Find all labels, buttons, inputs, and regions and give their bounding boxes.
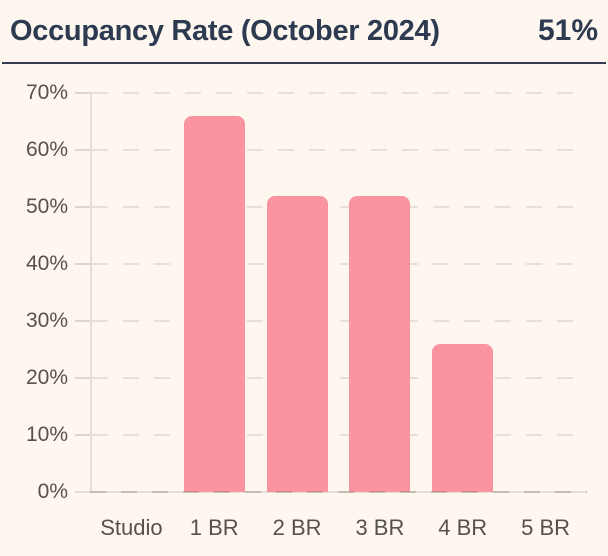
y-axis-label: 0% xyxy=(37,480,68,503)
x-axis-label: Studio xyxy=(100,515,163,540)
bar-4-br xyxy=(432,343,494,492)
headline-value: 51% xyxy=(537,14,598,47)
x-axis-label: 4 BR xyxy=(438,515,488,540)
x-axis-label: 3 BR xyxy=(355,515,405,540)
bar-1-br xyxy=(183,115,245,492)
y-axis-tick xyxy=(75,206,104,208)
x-axis-dashes xyxy=(90,491,587,493)
gridline xyxy=(92,263,587,265)
bar-2-br xyxy=(266,195,328,492)
y-axis-label: 60% xyxy=(25,138,68,161)
x-axis-label: 5 BR xyxy=(521,515,571,540)
x-axis-label: 2 BR xyxy=(272,515,322,540)
gridline xyxy=(92,377,587,379)
gridline xyxy=(92,92,587,94)
page-title: Occupancy Rate (October 2024) xyxy=(10,14,440,47)
y-axis-tick xyxy=(75,377,104,379)
y-axis-tick xyxy=(75,92,104,94)
y-axis-tick xyxy=(75,434,104,436)
y-axis-tick xyxy=(75,149,104,151)
y-axis-label: 30% xyxy=(25,309,68,332)
y-axis-tick xyxy=(75,263,104,265)
chart-header: Occupancy Rate (October 2024) 51% xyxy=(0,0,608,62)
y-axis-tick xyxy=(75,320,104,322)
gridline xyxy=(92,149,587,151)
y-axis-label: 50% xyxy=(25,195,68,218)
bar-3-br xyxy=(349,195,411,492)
bar-chart: 0% 10% 20% 30% 40% 50% 60% 70% Studio 1 BR 2 BR 3 B… xyxy=(0,64,608,556)
header-divider xyxy=(2,62,606,64)
gridline xyxy=(92,206,587,208)
y-axis-label: 40% xyxy=(25,252,68,275)
gridline xyxy=(92,434,587,436)
y-axis-label: 10% xyxy=(25,423,68,446)
y-axis-line xyxy=(90,93,92,492)
gridline xyxy=(92,320,587,322)
x-axis-line xyxy=(75,491,587,493)
x-axis-label: 1 BR xyxy=(189,515,239,540)
y-axis-label: 20% xyxy=(25,366,68,389)
y-axis-label: 70% xyxy=(25,81,68,104)
